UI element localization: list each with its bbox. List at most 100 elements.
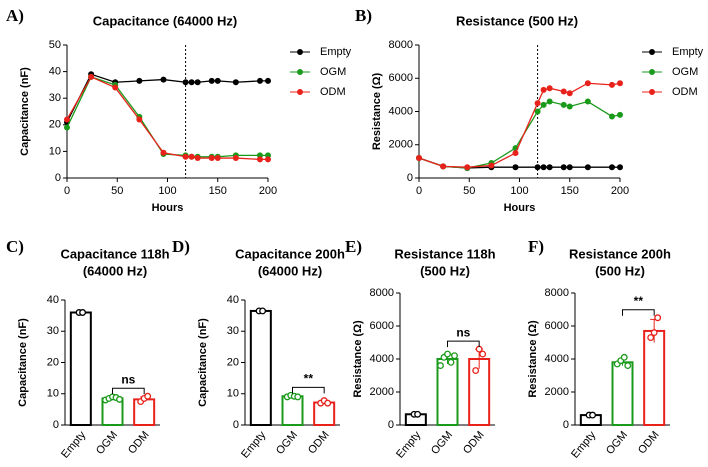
y-tick-label: 8000 (389, 39, 413, 51)
data-point (566, 164, 573, 171)
y-axis-label: Capacitance (nF) (17, 318, 29, 407)
y-tick-label: 50 (49, 39, 61, 51)
data-point (584, 80, 591, 87)
data-point (608, 164, 615, 171)
data-point (259, 307, 267, 315)
y-tick-label: 0 (407, 172, 413, 184)
y-axis-label: Resistance (Ω) (527, 320, 539, 398)
bar (281, 395, 304, 426)
legend-label: Empty (320, 46, 352, 58)
data-point (546, 85, 553, 92)
data-point (566, 90, 573, 97)
series-line (418, 82, 621, 168)
y-tick-label: 4000 (545, 353, 569, 365)
y-tick-label: 30 (227, 325, 239, 337)
data-point (188, 153, 195, 160)
significance-bracket (292, 386, 325, 394)
data-point (194, 79, 201, 86)
significance-bracket (622, 309, 655, 316)
series-line (418, 100, 621, 169)
data-point (589, 411, 597, 419)
y-axis-label: Resistance (Ω) (371, 73, 383, 151)
x-tick-label: 50 (111, 185, 123, 197)
x-tick-label: 100 (510, 185, 528, 197)
data-point (488, 162, 495, 169)
x-tick-label: 0 (416, 185, 422, 197)
data-point (617, 111, 623, 118)
data-point (88, 73, 95, 80)
data-point (620, 353, 628, 361)
significance-bracket (112, 387, 145, 395)
x-tick-label: OGM (94, 429, 120, 457)
panel-label: A) (6, 6, 24, 25)
x-tick-label: Empty (59, 429, 89, 461)
data-point (440, 163, 447, 170)
legend-marker (649, 69, 655, 75)
data-point (214, 77, 221, 84)
bar (313, 401, 336, 426)
data-point (472, 367, 480, 374)
legend-marker (297, 89, 303, 95)
data-point (79, 309, 87, 316)
data-point (232, 79, 239, 86)
panel-label: B) (355, 6, 372, 25)
y-tick-label: 2000 (370, 386, 394, 398)
chart-subtitle: (64000 Hz) (83, 263, 147, 278)
y-tick-label: 6000 (389, 72, 413, 84)
x-tick-label: OGM (274, 429, 300, 457)
y-tick-label: 2000 (389, 139, 413, 151)
x-tick-label: OGM (429, 429, 455, 457)
chart-title: Capacitance (64000 Hz) (93, 13, 238, 28)
x-tick-label: ODM (636, 429, 662, 456)
y-tick-label: 4000 (389, 105, 413, 117)
data-point (546, 98, 553, 105)
data-point (584, 164, 591, 171)
data-point (116, 395, 123, 403)
data-point (608, 113, 615, 120)
y-tick-label: 6000 (545, 320, 569, 332)
panel-label: F) (528, 237, 544, 256)
chart-title: Resistance 118h (394, 246, 495, 261)
data-point (416, 155, 422, 162)
significance-label: ns (456, 325, 470, 339)
data-point (650, 329, 658, 337)
y-tick-label: 40 (49, 66, 61, 78)
data-point (194, 155, 201, 162)
panel-label: E) (345, 237, 362, 256)
chart-subtitle: (64000 Hz) (258, 263, 322, 278)
data-point (182, 153, 189, 160)
data-point (540, 101, 547, 108)
y-tick-label: 2000 (545, 386, 569, 398)
data-point (560, 164, 567, 171)
y-tick-label: 10 (49, 145, 61, 157)
data-point (546, 164, 553, 171)
data-point (64, 124, 70, 131)
y-tick-label: 20 (227, 356, 239, 368)
panel-label: C) (6, 237, 24, 256)
chart-title: Resistance (500 Hz) (456, 13, 578, 28)
data-point (294, 393, 302, 401)
chart-subtitle: (500 Hz) (595, 263, 645, 278)
legend-label: ODM (672, 86, 698, 98)
legend-label: OGM (320, 66, 346, 78)
x-tick-label: 200 (259, 185, 277, 197)
y-tick-label: 40 (227, 294, 239, 306)
series-line (66, 76, 268, 161)
legend-label: Empty (672, 46, 704, 58)
data-point (479, 350, 487, 358)
x-tick-label: ODM (461, 429, 487, 456)
x-tick-label: Empty (394, 429, 424, 461)
y-tick-label: 30 (47, 325, 59, 337)
data-point (136, 116, 143, 123)
y-tick-label: 10 (47, 388, 59, 400)
data-point (512, 150, 519, 157)
x-tick-label: 150 (561, 185, 579, 197)
panel-label: D) (172, 237, 190, 256)
y-axis-label: Capacitance (nF) (19, 67, 31, 156)
x-tick-label: Empty (569, 429, 599, 461)
y-axis-label: Capacitance (nF) (197, 318, 209, 407)
y-axis-label: Resistance (Ω) (352, 320, 364, 398)
y-tick-label: 4000 (370, 353, 394, 365)
data-point (560, 88, 567, 95)
y-tick-label: 20 (47, 356, 59, 368)
